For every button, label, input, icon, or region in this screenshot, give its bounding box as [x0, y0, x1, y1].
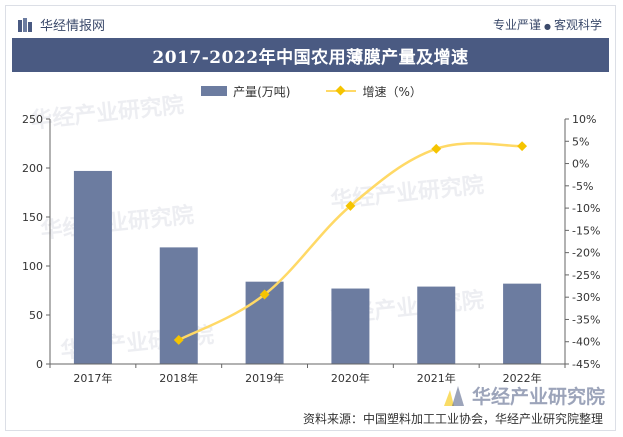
- y-right-tick-label: -15%: [572, 224, 600, 237]
- watermark-corner-text: 华经产业研究院: [471, 386, 605, 408]
- y-right-tick-label: 10%: [572, 113, 596, 126]
- y-right-tick-label: -40%: [572, 336, 600, 349]
- x-tick-label: 2017年: [73, 371, 112, 385]
- watermark-corner: 华经产业研究院: [443, 382, 605, 409]
- legend-label-growth: 增速（%）: [362, 84, 422, 99]
- x-tick-label: 2019年: [245, 371, 284, 385]
- y-right-tick-label: -45%: [572, 358, 600, 371]
- title-bar: 2017-2022年中国农用薄膜产量及增速: [12, 38, 609, 72]
- chart-title: 2017-2022年中国农用薄膜产量及增速: [152, 47, 469, 68]
- y-right-tick-label: 5%: [572, 135, 589, 148]
- y-left-tick-label: 0: [36, 358, 43, 371]
- legend-label-output: 产量(万吨): [233, 84, 291, 99]
- brand-logo-icon: [18, 17, 32, 32]
- y-left-tick-label: 50: [29, 309, 43, 322]
- bar-2020年: [331, 288, 370, 364]
- header: 华经情报网 专业严谨 ● 客观科学: [6, 10, 616, 36]
- watermark-logo-icon: [443, 385, 464, 406]
- x-tick-label: 2020年: [331, 371, 370, 385]
- slogan-separator: ●: [544, 22, 551, 31]
- brand: 华经情报网: [18, 15, 105, 34]
- bars-layer: [73, 170, 542, 364]
- y-right-tick-label: -25%: [572, 269, 600, 282]
- legend-bar-swatch: [201, 86, 228, 96]
- source-note: 资料来源：中国塑料加工工业协会，华经产业研究院整理: [302, 412, 603, 426]
- slogan: 专业严谨 ● 客观科学: [493, 16, 602, 33]
- x-tick-label: 2022年: [503, 371, 542, 385]
- y-right-tick-label: -30%: [572, 291, 600, 304]
- y-right-tick-label: -20%: [572, 247, 600, 260]
- y-right-tick-label: -10%: [572, 202, 600, 215]
- growth-marker-2: [345, 200, 356, 211]
- line-layer: [173, 141, 528, 345]
- y-right-tick-label: 0%: [572, 158, 589, 171]
- axes-layer: 0 50 100 150 200 250 -45% -40% -35% -30% -25% -20% -…: [22, 113, 600, 385]
- y-right-tick-label: -5%: [572, 180, 593, 193]
- slogan-right: 客观科学: [553, 18, 602, 32]
- slogan-left: 专业严谨: [492, 18, 541, 32]
- growth-marker-3: [431, 143, 442, 154]
- x-tick-label: 2018年: [159, 371, 198, 385]
- chart-frame: [5, 5, 616, 431]
- bar-2022年: [503, 283, 542, 364]
- legend-item-output: 产量(万吨): [201, 83, 290, 100]
- growth-marker-4: [517, 141, 528, 152]
- x-tick-label: 2021年: [417, 371, 456, 385]
- bar-2018年: [159, 247, 198, 364]
- growth-marker-0: [173, 334, 184, 345]
- y-left-tick-label: 200: [22, 162, 43, 175]
- bar-2017年: [73, 170, 112, 364]
- y-right-tick-label: -35%: [572, 313, 600, 326]
- legend: 产量(万吨) 增速（%）: [0, 82, 623, 100]
- y-left-tick-label: 250: [22, 113, 43, 126]
- y-left-tick-label: 100: [22, 260, 43, 273]
- legend-line-swatch: [326, 85, 357, 97]
- brand-name: 华经情报网: [40, 19, 106, 34]
- y-left-tick-label: 150: [22, 211, 43, 224]
- bar-2021年: [417, 286, 456, 364]
- legend-item-growth: 增速（%）: [326, 83, 422, 100]
- growth-marker-1: [259, 289, 270, 300]
